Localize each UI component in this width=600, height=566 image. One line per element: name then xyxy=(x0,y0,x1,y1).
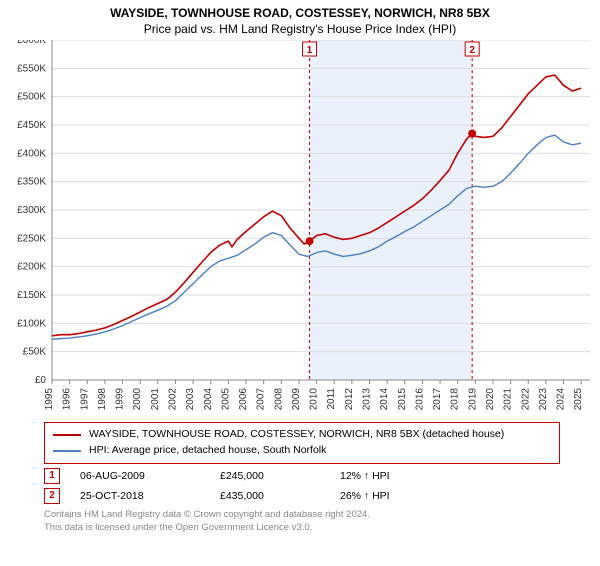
svg-text:2021: 2021 xyxy=(503,388,514,411)
marker-delta: 26% ↑ HPI xyxy=(340,490,390,502)
svg-text:1999: 1999 xyxy=(115,388,126,411)
marker-row: 1 06-AUG-2009 £245,000 12% ↑ HPI xyxy=(44,468,560,484)
svg-text:2019: 2019 xyxy=(467,388,478,411)
svg-text:£500K: £500K xyxy=(17,92,46,103)
svg-text:2009: 2009 xyxy=(291,388,302,411)
svg-text:1996: 1996 xyxy=(62,388,73,411)
svg-text:2020: 2020 xyxy=(485,388,496,411)
svg-text:£550K: £550K xyxy=(17,63,46,74)
svg-text:2017: 2017 xyxy=(432,388,443,411)
svg-text:£300K: £300K xyxy=(17,205,46,216)
legend-label: WAYSIDE, TOWNHOUSE ROAD, COSTESSEY, NORW… xyxy=(89,427,504,443)
legend: WAYSIDE, TOWNHOUSE ROAD, COSTESSEY, NORW… xyxy=(44,422,560,464)
footer-line-2: This data is licensed under the Open Gov… xyxy=(44,521,560,534)
marker-row: 2 25-OCT-2018 £435,000 26% ↑ HPI xyxy=(44,488,560,504)
chart-title: WAYSIDE, TOWNHOUSE ROAD, COSTESSEY, NORW… xyxy=(0,6,600,20)
svg-text:£0: £0 xyxy=(35,375,47,386)
svg-text:£250K: £250K xyxy=(17,233,46,244)
svg-text:2018: 2018 xyxy=(450,388,461,411)
svg-text:£200K: £200K xyxy=(17,262,46,273)
svg-text:2003: 2003 xyxy=(185,388,196,411)
svg-text:2013: 2013 xyxy=(362,388,373,411)
svg-text:2005: 2005 xyxy=(220,388,231,411)
svg-text:2000: 2000 xyxy=(132,388,143,411)
marker-price: £245,000 xyxy=(220,470,320,482)
svg-text:1995: 1995 xyxy=(44,388,55,411)
marker-table: 1 06-AUG-2009 £245,000 12% ↑ HPI 2 25-OCT-201… xyxy=(44,468,560,504)
marker-date: 06-AUG-2009 xyxy=(80,470,200,482)
svg-text:2022: 2022 xyxy=(520,388,531,411)
legend-label: HPI: Average price, detached house, Sout… xyxy=(89,443,326,459)
marker-price: £435,000 xyxy=(220,490,320,502)
legend-swatch xyxy=(53,450,81,452)
svg-text:2004: 2004 xyxy=(203,388,214,411)
svg-text:2011: 2011 xyxy=(326,388,337,410)
svg-text:1998: 1998 xyxy=(97,388,108,411)
svg-text:2006: 2006 xyxy=(238,388,249,411)
svg-text:1: 1 xyxy=(307,45,313,56)
svg-text:£150K: £150K xyxy=(17,290,46,301)
svg-text:2016: 2016 xyxy=(414,388,425,411)
svg-text:2025: 2025 xyxy=(573,388,584,411)
marker-id-box: 1 xyxy=(44,468,60,484)
legend-row: HPI: Average price, detached house, Sout… xyxy=(53,443,551,459)
svg-text:2023: 2023 xyxy=(538,388,549,411)
legend-swatch xyxy=(53,434,81,436)
line-chart: £0 £50K £100K £150K £200K £250K £300K £350K £400… xyxy=(0,40,600,416)
svg-text:£600K: £600K xyxy=(17,40,46,46)
svg-text:2012: 2012 xyxy=(344,388,355,411)
svg-text:2001: 2001 xyxy=(150,388,161,411)
svg-text:2008: 2008 xyxy=(273,388,284,411)
svg-text:2014: 2014 xyxy=(379,388,390,411)
svg-text:£450K: £450K xyxy=(17,120,46,131)
svg-text:1997: 1997 xyxy=(79,388,90,411)
svg-text:£50K: £50K xyxy=(23,347,47,358)
footer-line-1: Contains HM Land Registry data © Crown c… xyxy=(44,508,560,521)
svg-text:2002: 2002 xyxy=(167,388,178,411)
chart-subtitle: Price paid vs. HM Land Registry's House … xyxy=(0,22,600,36)
marker-delta: 12% ↑ HPI xyxy=(340,470,390,482)
svg-text:2: 2 xyxy=(469,45,475,56)
svg-text:£350K: £350K xyxy=(17,177,46,188)
footer: Contains HM Land Registry data © Crown c… xyxy=(44,508,560,535)
marker-id-box: 2 xyxy=(44,488,60,504)
svg-text:£100K: £100K xyxy=(17,318,46,329)
svg-text:2024: 2024 xyxy=(556,388,567,411)
svg-text:2015: 2015 xyxy=(397,388,408,411)
legend-row: WAYSIDE, TOWNHOUSE ROAD, COSTESSEY, NORW… xyxy=(53,427,551,443)
svg-text:2007: 2007 xyxy=(256,388,267,411)
marker-date: 25-OCT-2018 xyxy=(80,490,200,502)
svg-text:2010: 2010 xyxy=(309,388,320,411)
chart-area: £0 £50K £100K £150K £200K £250K £300K £350K £400… xyxy=(0,40,600,416)
svg-text:£400K: £400K xyxy=(17,148,46,159)
